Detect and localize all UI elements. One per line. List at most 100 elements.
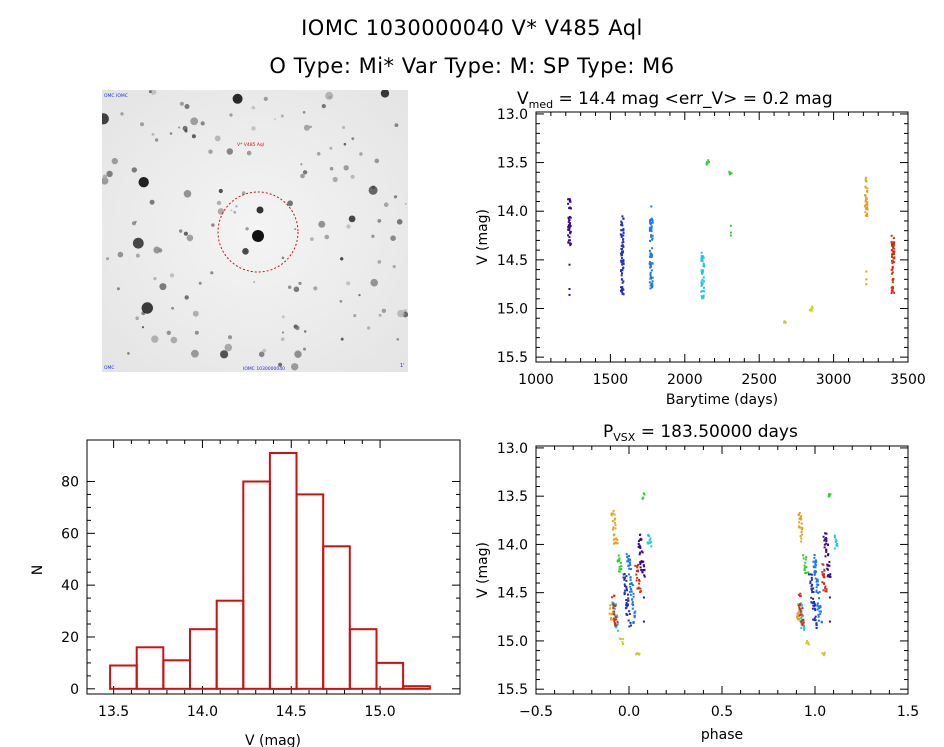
- data-point: [649, 273, 652, 276]
- data-point: [629, 561, 631, 564]
- data-point: [615, 618, 618, 621]
- data-point: [651, 220, 654, 223]
- data-point: [891, 279, 894, 281]
- data-point: [811, 583, 814, 586]
- data-point: [891, 266, 894, 269]
- data-point: [818, 597, 821, 600]
- data-point: [632, 603, 635, 606]
- data-point: [568, 236, 571, 239]
- x-tick-label: 13.5: [98, 704, 129, 720]
- data-point: [622, 228, 625, 231]
- star: [242, 248, 249, 255]
- star: [170, 273, 174, 278]
- data-point: [635, 653, 637, 656]
- thumb-label-bottom-right: 1': [400, 363, 405, 369]
- data-point: [810, 309, 813, 312]
- data-point: [649, 219, 651, 222]
- data-point: [651, 262, 654, 265]
- data-point: [700, 282, 703, 285]
- star: [191, 349, 199, 358]
- star: [233, 210, 237, 214]
- star: [102, 174, 108, 180]
- histogram-plot: V (mag) N 13.5 14.0 14.5 15.0 0 20 40 60 80: [30, 439, 461, 747]
- data-point: [637, 540, 640, 543]
- data-point: [800, 515, 803, 518]
- star: [153, 277, 157, 281]
- data-point: [825, 588, 828, 591]
- data-point: [650, 235, 653, 238]
- data-point: [815, 624, 818, 627]
- star: [192, 310, 199, 317]
- data-point: [825, 548, 828, 551]
- data-point: [621, 241, 624, 244]
- data-point: [612, 512, 615, 515]
- data-point: [620, 568, 623, 571]
- data-point: [651, 237, 654, 240]
- data-point: [618, 560, 621, 563]
- x-tick-label: 3000: [816, 372, 852, 388]
- data-point: [828, 560, 831, 563]
- data-point: [613, 618, 616, 621]
- star: [141, 302, 153, 314]
- data-point: [801, 607, 804, 610]
- phased-curve-title-p: P: [603, 422, 613, 442]
- data-point: [613, 521, 616, 524]
- data-point: [802, 554, 805, 557]
- data-point: [621, 641, 624, 644]
- data-point: [703, 263, 706, 266]
- phased-curve-axes: −0.5 0.0 0.5 1.0 1.5 13.0 13.5 14.0 14.5 15.0 15.5: [497, 441, 919, 720]
- histogram-bar: [215, 599, 245, 690]
- star: [374, 158, 380, 164]
- data-point: [812, 560, 815, 563]
- data-point: [814, 604, 816, 607]
- data-point: [815, 586, 818, 589]
- data-point: [629, 593, 632, 596]
- data-point: [651, 276, 654, 279]
- data-point: [612, 509, 615, 512]
- data-point: [864, 206, 867, 209]
- data-point: [816, 602, 819, 605]
- star: [339, 299, 343, 303]
- data-point: [728, 172, 731, 175]
- star: [184, 104, 190, 109]
- data-point: [701, 270, 703, 273]
- data-point: [824, 538, 827, 541]
- data-point: [797, 614, 800, 617]
- star: [178, 126, 181, 129]
- data-point: [891, 242, 893, 245]
- data-point: [628, 567, 631, 570]
- data-point: [622, 260, 625, 263]
- data-point: [617, 554, 620, 557]
- data-point: [622, 262, 625, 265]
- data-point: [631, 584, 634, 587]
- data-point: [621, 215, 624, 218]
- data-point: [611, 601, 614, 604]
- data-point: [642, 492, 645, 495]
- data-point: [813, 600, 815, 603]
- star: [342, 126, 346, 129]
- data-point: [623, 583, 626, 586]
- star: [281, 315, 285, 319]
- data-point: [635, 579, 638, 582]
- data-point: [828, 495, 831, 498]
- data-point: [823, 546, 826, 549]
- data-point: [706, 162, 709, 165]
- data-point: [800, 522, 803, 525]
- data-point: [828, 620, 831, 623]
- star: [300, 173, 305, 179]
- light-curve-title-rest: = 14.4 mag <err_V> = 0.2 mag: [553, 89, 833, 109]
- data-point: [806, 639, 808, 642]
- data-point: [863, 205, 866, 208]
- y-tick-label: 15.5: [497, 350, 528, 366]
- data-point: [638, 582, 641, 585]
- star: [135, 316, 139, 320]
- data-point: [821, 563, 824, 566]
- data-point: [641, 551, 644, 554]
- data-point: [703, 265, 705, 268]
- data-point: [893, 261, 896, 264]
- histogram-bar: [109, 664, 138, 690]
- x-tick-label: 3500: [890, 372, 926, 388]
- data-point: [610, 618, 613, 621]
- data-point: [707, 159, 710, 162]
- data-point: [636, 587, 639, 590]
